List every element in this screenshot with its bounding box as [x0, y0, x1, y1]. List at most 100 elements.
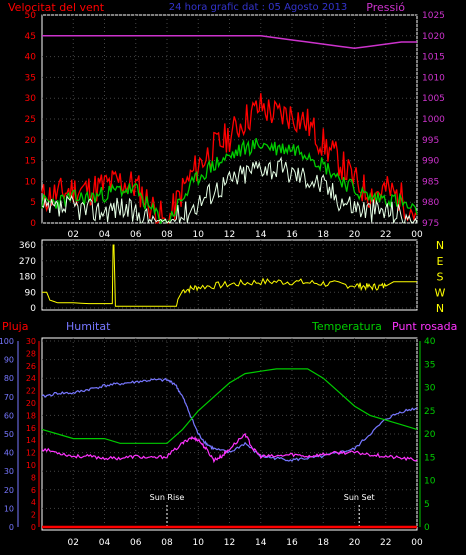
direction-tick-label: 360 [19, 241, 36, 251]
humidity-tick-label: 30 [4, 467, 14, 476]
pressure-tick-label: 975 [422, 219, 439, 229]
hour-tick-label: 22 [380, 538, 391, 548]
temperature-tick-label: 30 [424, 384, 436, 394]
humidity-tick-label: 50 [4, 430, 14, 439]
humidity-tick-label: 0 [9, 523, 14, 532]
hour-tick-label: 12 [224, 538, 235, 548]
temperature-tick-label: 5 [424, 500, 430, 510]
pressure-tick-label: 985 [422, 177, 439, 187]
hour-tick-label: 06 [130, 538, 142, 548]
humidity-label: Humitat [66, 320, 111, 333]
hour-tick-label: 06 [130, 230, 142, 240]
rain-tick-label: 20 [26, 399, 36, 408]
pressure-tick-label: 1010 [422, 73, 445, 83]
rain-tick-label: 8 [31, 473, 36, 482]
rain-tick-label: 26 [26, 362, 36, 371]
wind-gust-line [41, 93, 418, 224]
humidity-line [41, 377, 418, 462]
pressure-tick-label: 980 [422, 198, 439, 208]
rain-tick-label: 30 [26, 337, 36, 346]
pressure-tick-label: 990 [422, 157, 439, 167]
hour-tick-label: 08 [161, 538, 173, 548]
hour-tick-label: 22 [380, 230, 391, 240]
humidity-tick-label: 90 [4, 356, 14, 365]
rain-tick-label: 16 [26, 424, 36, 433]
humidity-tick-label: 60 [4, 411, 14, 420]
hour-tick-label: 16 [286, 538, 298, 548]
temperature-tick-label: 20 [424, 430, 436, 440]
axes-layer: 0202040406060808101012121414161618182020… [0, 11, 446, 548]
pressure-tick-label: 995 [422, 136, 439, 146]
wind-speed-title: Velocitat del vent [8, 1, 105, 14]
hour-tick-label: 04 [99, 230, 111, 240]
hour-tick-label: 04 [99, 538, 111, 548]
rain-tick-label: 4 [31, 498, 36, 507]
hour-tick-label: 00 [411, 230, 423, 240]
hour-tick-label: 10 [193, 538, 205, 548]
dewpoint-label: Punt rosada [392, 320, 457, 333]
humidity-tick-label: 70 [4, 393, 14, 402]
temperature-label: Temperatura [311, 320, 382, 333]
temperature-line [41, 368, 418, 444]
temperature-tick-label: 40 [424, 337, 436, 347]
compass-label: S [437, 271, 444, 284]
pressure-title: Pressió [366, 1, 405, 14]
pressure-line [42, 35, 417, 50]
sun-marker-label: Sun Rise [150, 493, 185, 502]
temperature-tick-label: 15 [424, 453, 435, 463]
chart-date-title: 24 hora grafic dat : 05 Agosto 2013 [169, 2, 348, 13]
direction-tick-label: 270 [19, 257, 36, 267]
series-layer [41, 35, 418, 529]
wind-tick-label: 15 [25, 157, 36, 167]
wind-tick-label: 0 [30, 219, 36, 229]
hour-tick-label: 02 [68, 538, 79, 548]
wind-average-line [41, 138, 418, 225]
humidity-tick-label: 100 [0, 337, 14, 346]
hour-tick-label: 18 [318, 230, 330, 240]
rain-tick-label: 2 [31, 511, 36, 520]
direction-tick-label: 0 [30, 304, 36, 314]
compass-label: N [436, 302, 444, 315]
humidity-tick-label: 10 [4, 504, 14, 513]
wind-tick-label: 5 [30, 198, 36, 208]
compass-label: W [435, 286, 446, 299]
wind-tick-label: 45 [25, 32, 36, 42]
grid-layer [42, 14, 418, 530]
compass-label: E [437, 255, 444, 268]
pressure-tick-label: 1020 [422, 32, 445, 42]
direction-tick-label: 180 [19, 273, 36, 283]
humidity-tick-label: 80 [4, 374, 14, 383]
pressure-tick-label: 1000 [422, 115, 445, 125]
wind-minimum-line [41, 156, 418, 224]
hour-tick-label: 20 [349, 538, 361, 548]
pressure-tick-label: 1025 [422, 11, 445, 21]
rain-tick-label: 24 [26, 374, 36, 383]
hour-tick-label: 16 [286, 230, 298, 240]
hour-tick-label: 18 [318, 538, 330, 548]
wind-tick-label: 25 [25, 115, 36, 125]
wind-direction-line [42, 244, 417, 307]
hour-tick-label: 14 [255, 538, 267, 548]
rain-tick-label: 12 [26, 449, 36, 458]
wind-tick-label: 30 [25, 94, 37, 104]
pressure-tick-label: 1015 [422, 53, 445, 63]
compass-label: N [436, 239, 444, 252]
wind-tick-label: 40 [25, 53, 37, 63]
hour-tick-label: 02 [68, 230, 79, 240]
pressure-tick-label: 1005 [422, 94, 445, 104]
temperature-tick-label: 10 [424, 477, 436, 487]
rain-tick-label: 0 [31, 523, 36, 532]
temperature-tick-label: 0 [424, 523, 430, 533]
wind-tick-label: 35 [25, 73, 36, 83]
rain-tick-label: 14 [26, 436, 36, 445]
hour-tick-label: 00 [411, 538, 423, 548]
dewpoint-line [41, 432, 418, 464]
hour-tick-label: 10 [193, 230, 205, 240]
rain-tick-label: 6 [31, 486, 36, 495]
hour-tick-label: 20 [349, 230, 361, 240]
rain-tick-label: 22 [26, 387, 36, 396]
humidity-tick-label: 40 [4, 449, 14, 458]
rain-tick-label: 28 [26, 349, 36, 358]
